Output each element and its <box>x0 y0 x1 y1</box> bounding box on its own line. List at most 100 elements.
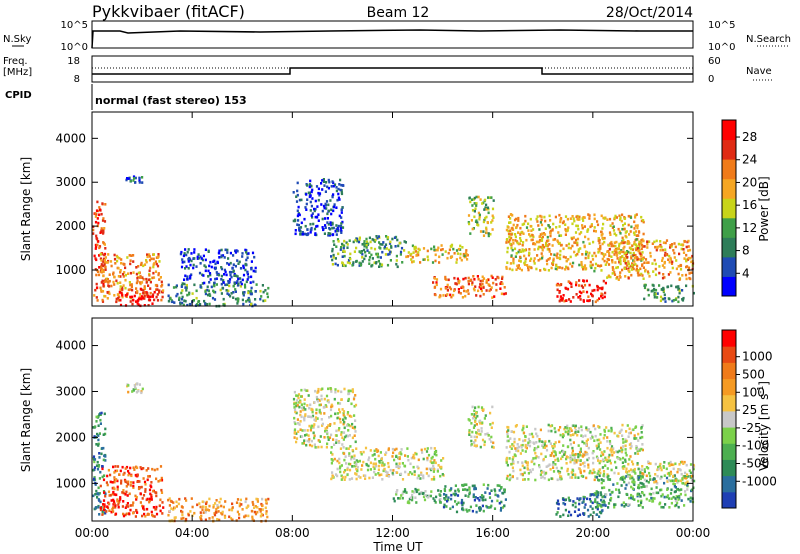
power-echo-cell <box>636 224 639 227</box>
power-echo-cell <box>462 252 465 256</box>
velocity-echo-cell <box>121 505 124 508</box>
power-echo-cell <box>457 288 460 291</box>
velocity-echo-cell <box>238 502 241 505</box>
power-echo-cell <box>647 288 650 292</box>
velocity-echo-cell <box>310 426 313 430</box>
velocity-echo-cell <box>510 447 513 450</box>
velocity-echo-cell <box>552 450 555 453</box>
power-echo-cell <box>334 257 337 260</box>
velocity-echo-cell <box>589 505 592 508</box>
power-echo-cell <box>518 242 522 245</box>
velocity-echo-cell <box>462 488 465 491</box>
power-echo-cell <box>517 250 520 254</box>
power-echo-cell <box>259 289 262 293</box>
velocity-echo-cell <box>678 488 681 492</box>
velocity-echo-cell <box>401 496 404 500</box>
power-echo-cell <box>298 213 301 217</box>
power-echo-cell <box>651 289 654 292</box>
power-echo-cell <box>338 214 341 218</box>
velocity-echo-cell <box>610 450 613 454</box>
power-echo-cell <box>97 273 101 277</box>
velocity-echo-cell <box>633 480 636 484</box>
power-echo-cell <box>533 248 536 251</box>
velocity-echo-cell <box>513 440 516 444</box>
power-echo-cell <box>139 293 142 296</box>
power-echo-cell <box>155 262 158 266</box>
power-echo-cell <box>189 303 192 306</box>
velocity-echo-cell <box>306 404 309 407</box>
velocity-echo-cell <box>627 475 630 478</box>
power-echo-cell <box>461 246 464 249</box>
velocity-echo-cell <box>551 445 554 448</box>
velocity-echo-cell <box>486 432 489 435</box>
velocity-echo-cell <box>121 465 124 469</box>
velocity-echo-cell <box>159 498 162 502</box>
power-echo-cell <box>558 234 561 237</box>
velocity-echo-cell <box>524 450 527 453</box>
velocity-echo-cell <box>327 438 330 441</box>
power-echo-cell <box>249 281 252 284</box>
power-echo-cell <box>509 217 512 220</box>
velocity-echo-cell <box>255 497 258 501</box>
velocity-echo-cell <box>473 441 476 444</box>
velocity-echo-cell <box>631 460 634 463</box>
velocity-echo-cell <box>315 411 318 415</box>
power-echo-cell <box>482 286 485 289</box>
velocity-echo-cell <box>101 513 104 516</box>
velocity-echo-cell <box>317 439 320 442</box>
power-echo-cell <box>124 273 127 277</box>
power-echo-cell <box>185 283 188 287</box>
power-echo-cell <box>621 241 624 244</box>
power-echo-cell <box>321 217 324 221</box>
power-echo-cell <box>137 271 140 275</box>
velocity-echo-cell <box>604 456 607 460</box>
velocity-echo-cell <box>417 474 420 477</box>
power-echo-cell <box>509 262 512 265</box>
velocity-echo-cell <box>670 501 673 505</box>
power-echo-cell <box>140 295 143 298</box>
power-echo-cell <box>521 248 524 251</box>
velocity-echo-cell <box>320 418 323 421</box>
velocity-echo-cell <box>95 420 98 423</box>
power-echo-cell <box>139 263 143 267</box>
velocity-echo-cell <box>265 512 268 515</box>
power-echo-cell <box>387 253 390 256</box>
power-echo-cell <box>335 245 338 248</box>
power-echo-cell <box>474 220 478 223</box>
power-echo-cell <box>634 230 638 233</box>
velocity-echo-cell <box>187 513 190 517</box>
velocity-echo-cell <box>498 484 501 487</box>
power-echo-cell <box>571 244 574 248</box>
velocity-echo-cell <box>565 457 568 461</box>
power-echo-cell <box>103 243 106 246</box>
power-echo-cell <box>247 291 250 295</box>
power-echo-cell <box>152 265 155 269</box>
velocity-echo-cell <box>346 411 350 414</box>
velocity-echo-cell <box>632 428 635 431</box>
velocity-echo-cell <box>120 479 123 483</box>
power-echo-cell <box>612 229 616 232</box>
power-echo-cell <box>441 248 444 251</box>
power-echo-cell <box>98 213 101 217</box>
velocity-echo-cell <box>498 489 501 492</box>
power-echo-cell <box>537 245 540 249</box>
velocity-echo-cell <box>511 466 514 470</box>
velocity-echo-cell <box>201 500 204 503</box>
velocity-echo-cell <box>109 480 112 484</box>
power-y-tick-label: 1000 <box>55 263 86 277</box>
velocity-echo-cell <box>305 389 308 392</box>
velocity-echo-cell <box>377 468 380 472</box>
velocity-echo-cell <box>416 465 419 469</box>
power-echo-cell <box>98 254 101 257</box>
velocity-echo-cell <box>680 499 683 502</box>
velocity-echo-cell <box>408 501 411 505</box>
power-echo-cell <box>100 259 103 262</box>
freq-unit-label: [MHz] <box>3 67 32 78</box>
velocity-echo-cell <box>111 492 114 496</box>
power-echo-regions <box>92 175 695 308</box>
velocity-echo-cell <box>208 517 211 520</box>
power-echo-cell <box>304 206 307 209</box>
power-echo-cell <box>131 288 134 292</box>
velocity-echo-cell <box>482 483 485 486</box>
power-echo-cell <box>108 279 111 283</box>
